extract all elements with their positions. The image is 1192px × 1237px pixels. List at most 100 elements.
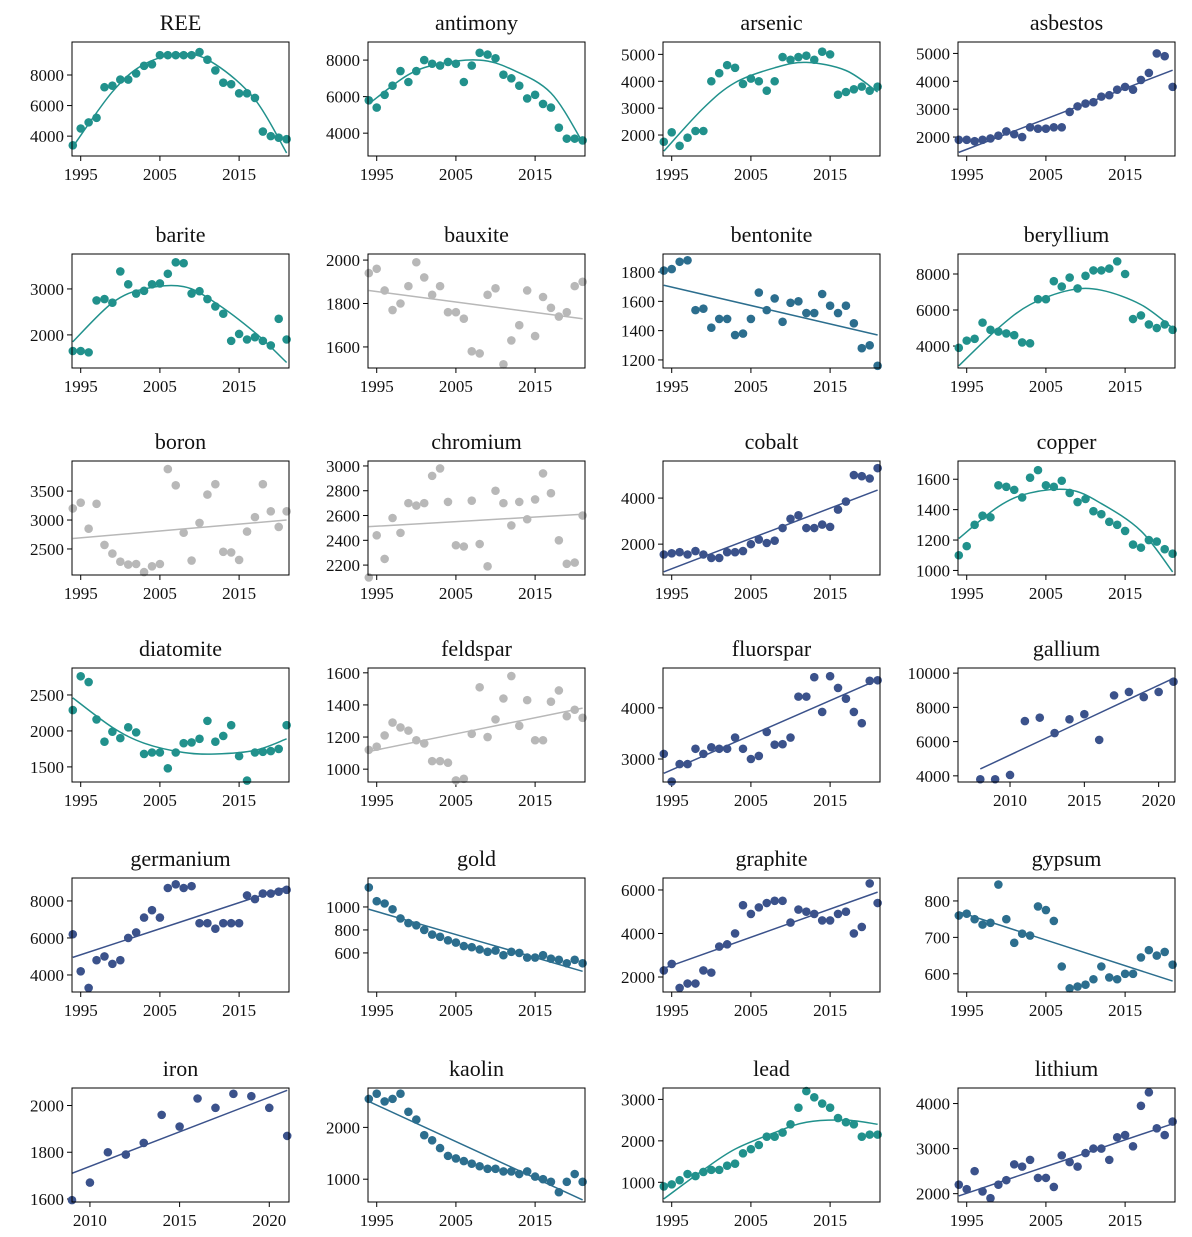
data-point: [147, 60, 157, 69]
data-point: [833, 505, 843, 514]
data-point: [667, 264, 677, 274]
data-point: [865, 676, 875, 686]
data-point: [546, 303, 556, 313]
x-tick-label: 2010: [73, 1211, 107, 1230]
data-point: [404, 726, 413, 735]
data-point: [849, 319, 859, 328]
data-point: [1169, 677, 1178, 686]
y-tick-label: 10000: [908, 664, 951, 683]
data-point: [986, 918, 995, 928]
data-point: [123, 75, 133, 84]
data-point: [404, 498, 413, 508]
data-point: [451, 1154, 461, 1163]
data-point: [675, 983, 684, 993]
data-point: [1049, 916, 1059, 926]
data-point: [562, 958, 572, 968]
data-point: [1025, 122, 1035, 132]
data-point: [562, 559, 572, 569]
data-point: [258, 127, 268, 136]
data-point: [722, 547, 732, 557]
data-point: [459, 1156, 469, 1166]
data-point: [507, 1167, 516, 1176]
data-point: [714, 744, 724, 754]
y-tick-label: 2000: [621, 968, 655, 987]
subplot: cobalt 2000 4000 1995 2005 2015: [621, 429, 882, 603]
data-point: [242, 776, 252, 785]
data-point: [412, 735, 421, 745]
plot-frame: [367, 667, 586, 783]
data-point: [738, 546, 748, 556]
data-point: [187, 50, 196, 60]
data-point: [778, 52, 787, 62]
data-point: [1041, 905, 1051, 915]
data-point: [1136, 311, 1146, 320]
data-point: [85, 1178, 95, 1187]
subplot: bentonite 1200 1400 1600 1800 1995 2005 2015: [621, 222, 882, 396]
x-tick-label: 1995: [360, 165, 394, 184]
data-point: [770, 896, 779, 906]
data-point: [538, 1174, 548, 1184]
data-point: [1128, 314, 1138, 324]
subplot-title: barite: [155, 222, 205, 247]
data-point: [514, 81, 524, 90]
data-point: [1128, 1142, 1138, 1151]
data-point: [234, 89, 244, 98]
y-tick-label: 6000: [916, 733, 950, 752]
x-tick-label: 2005: [143, 584, 177, 603]
data-point: [250, 93, 260, 103]
subplot-title: germanium: [130, 846, 230, 871]
data-point: [211, 924, 220, 934]
data-point: [570, 705, 580, 715]
plot-frame: [367, 460, 586, 576]
data-point: [396, 1089, 405, 1098]
y-tick-label: 1000: [916, 561, 950, 580]
data-point: [699, 1167, 708, 1177]
x-tick-label: 1995: [655, 165, 689, 184]
data-point: [962, 135, 972, 145]
data-point: [1049, 482, 1059, 492]
data-point: [522, 695, 532, 705]
x-tick-label: 2005: [1029, 584, 1063, 603]
data-point: [388, 305, 397, 315]
data-point: [1136, 75, 1146, 85]
data-point: [667, 128, 677, 137]
data-point: [1136, 543, 1146, 552]
data-point: [1017, 493, 1027, 502]
x-tick-label: 1995: [950, 165, 984, 184]
data-point: [139, 567, 149, 577]
subplot: lithium 2000 3000 4000 1995 2005 2015: [916, 1056, 1177, 1230]
data-point: [412, 921, 421, 930]
subplot-title: boron: [155, 429, 206, 454]
data-point: [1065, 715, 1074, 724]
data-point: [970, 914, 979, 924]
plot-frame: [71, 1087, 290, 1203]
data-point: [282, 1131, 292, 1141]
subplot-title: lead: [753, 1056, 790, 1081]
x-tick-label: 2015: [1108, 1001, 1142, 1020]
x-tick-label: 1995: [655, 377, 689, 396]
data-point: [1025, 339, 1035, 348]
x-tick-label: 2015: [813, 165, 847, 184]
data-point: [1120, 526, 1130, 536]
data-point: [443, 758, 453, 768]
data-point: [459, 941, 469, 951]
subplot-title: kaolin: [449, 1056, 504, 1081]
data-point: [873, 463, 882, 473]
trend-line: [663, 1119, 878, 1200]
data-point: [372, 1089, 382, 1098]
x-tick-label: 2015: [222, 584, 256, 603]
subplot: lead 1000 2000 3000 1995 2005 2015: [621, 1056, 882, 1230]
data-point: [762, 305, 772, 315]
data-point: [1033, 294, 1043, 304]
data-point: [475, 349, 484, 358]
data-point: [978, 511, 987, 521]
data-point: [380, 90, 389, 100]
plot-frame: [71, 41, 290, 157]
data-point: [258, 889, 268, 898]
data-point: [699, 550, 708, 559]
data-point: [266, 746, 276, 756]
y-tick-label: 3000: [326, 457, 360, 476]
data-point: [707, 742, 716, 752]
data-point: [1154, 687, 1163, 697]
